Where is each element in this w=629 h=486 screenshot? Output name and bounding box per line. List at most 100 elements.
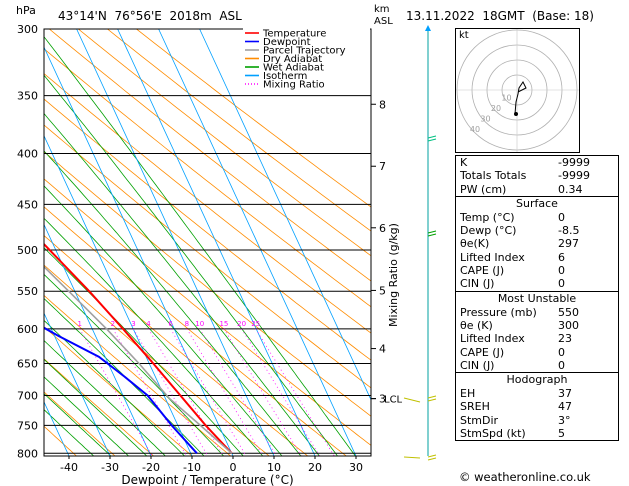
- surface-section: Surface Temp (°C) 0 Dewp (°C) -8.5 θe(K) 297 L…: [456, 195, 618, 291]
- mixing-ratio-label: 2: [111, 320, 115, 328]
- credit-link[interactable]: © weatheronline.co.uk: [459, 470, 591, 484]
- wind-barb: [427, 233, 437, 237]
- pressure-tick-label: 650: [17, 357, 38, 370]
- index-value: -8.5: [558, 224, 580, 238]
- mixing-ratio-label: 1: [77, 320, 81, 328]
- index-row: StmSpd (kt) 5: [456, 427, 618, 440]
- wind-barb: [427, 135, 437, 139]
- wind-barb: [403, 456, 421, 459]
- pressure-tick-label: 750: [17, 419, 38, 432]
- index-row: SREH 47: [456, 400, 618, 413]
- legend-label: Temperature: [262, 29, 326, 40]
- hodograph-ring-label: 10: [501, 94, 511, 103]
- temperature-tick-label: -30: [101, 461, 119, 474]
- wet-adiabat-line: [44, 74, 338, 456]
- mixing-ratio-label: 15: [219, 320, 228, 328]
- wind-barb: [427, 454, 437, 458]
- temperature-tick-label: 10: [267, 461, 281, 474]
- index-label: Temp (°C): [460, 210, 515, 224]
- isotherm-line: [117, 29, 316, 456]
- isotherm-line: [158, 29, 357, 456]
- profile-parcel-trajectory: [44, 265, 233, 454]
- legend-label: Dry Adiabat: [263, 54, 322, 65]
- dry-adiabat-line: [44, 206, 347, 456]
- dry-adiabat-line: [107, 29, 371, 232]
- index-row: CAPE (J) 0: [456, 346, 618, 359]
- temperature-tick-label: -20: [142, 461, 160, 474]
- index-value: 6: [558, 250, 565, 264]
- mixing-ratio-label: 4: [146, 320, 151, 328]
- hodograph-storm-motion: [514, 112, 518, 116]
- x-axis-title: Dewpoint / Temperature (°C): [121, 473, 293, 486]
- legend-label: Isotherm: [263, 71, 307, 82]
- index-label: θe (K): [460, 318, 493, 332]
- index-value: 5: [558, 427, 565, 441]
- wet-adiabat-line: [44, 185, 283, 456]
- wet-adiabat-line: [44, 36, 356, 456]
- hodograph-trace: [514, 81, 527, 115]
- plot-frame: [43, 28, 372, 457]
- mixing-ratio-label: 10: [195, 320, 204, 328]
- mixing-ratio-line: [241, 328, 321, 456]
- index-label: CAPE (J): [460, 264, 505, 278]
- lcl-label: LCL: [384, 395, 403, 406]
- index-label: Totals Totals: [460, 169, 527, 183]
- dry-adiabat-line: [44, 178, 371, 446]
- index-row: Lifted Index 23: [456, 332, 618, 345]
- profile-dewpoint: [44, 326, 198, 454]
- mixing-ratio-label: 6: [168, 320, 173, 328]
- pressure-tick-label: 300: [17, 23, 38, 36]
- pressure-tick-label: 550: [17, 285, 38, 298]
- km-tick-label: 8: [379, 98, 386, 111]
- mixing-ratio-label: 20: [237, 320, 246, 328]
- km-tick-label: 5: [379, 284, 386, 297]
- index-label: K: [460, 156, 468, 169]
- pressure-tick-label: 400: [17, 147, 38, 160]
- index-row: CAPE (J) 0: [456, 264, 618, 277]
- dry-adiabat-line: [44, 391, 116, 456]
- index-row: Pressure (mb) 550: [456, 306, 618, 319]
- hodograph-ring-label: 20: [491, 104, 501, 113]
- isotherm-line: [44, 134, 193, 456]
- background-lines: 1 2 3 4 6 8 10 15 20 25: [44, 29, 371, 456]
- dry-adiabat-line: [44, 124, 371, 389]
- wind-barb: [427, 230, 437, 234]
- mixing-ratio-line: [79, 328, 153, 456]
- dry-adiabat-line: [44, 151, 371, 417]
- index-row: PW (cm) 0.34: [456, 183, 618, 196]
- hodograph-section: Hodograph EH 37 SREH 47 StmDir 3° StmSpd (kt) 5: [456, 372, 618, 440]
- wet-adiabat-line: [44, 319, 186, 456]
- index-label: Lifted Index: [460, 250, 525, 264]
- index-row: Dewp (°C) -8.5: [456, 224, 618, 237]
- location-title: 43°14'N 76°56'E 2018m ASL: [58, 9, 242, 23]
- hodograph-box: 10 20 30 40 kt: [455, 28, 580, 153]
- legend-label: Wet Adiabat: [263, 63, 324, 74]
- mixing-ratio-label: 8: [185, 320, 189, 328]
- temperature-tick-label: -10: [183, 461, 201, 474]
- index-label: CIN (J): [460, 277, 495, 291]
- index-row: CIN (J) 0: [456, 359, 618, 372]
- mixing-ratio-line: [186, 328, 264, 456]
- index-value: 0.34: [558, 182, 583, 196]
- pressure-tick-label: 600: [17, 323, 38, 336]
- index-value: -9999: [558, 156, 590, 169]
- km-unit: km: [374, 4, 390, 15]
- index-label: CAPE (J): [460, 345, 505, 359]
- index-label: θe(K): [460, 237, 490, 251]
- isotherm-line: [44, 46, 234, 456]
- km-tick-label: 7: [379, 160, 386, 173]
- legend-label: Parcel Trajectory: [263, 46, 346, 57]
- temperature-tick-label: 30: [349, 461, 363, 474]
- index-value: 0: [558, 358, 565, 372]
- index-label: CIN (J): [460, 358, 495, 372]
- pressure-tick-label: 350: [17, 90, 38, 103]
- isotherm-line: [199, 29, 371, 401]
- wind-barb: [403, 397, 421, 403]
- dry-adiabat-line: [44, 98, 371, 361]
- legend-label: Dewpoint: [263, 37, 311, 48]
- index-row: Temp (°C) 0: [456, 211, 618, 224]
- index-row: EH 37: [456, 387, 618, 400]
- wet-adiabat-line: [44, 217, 264, 456]
